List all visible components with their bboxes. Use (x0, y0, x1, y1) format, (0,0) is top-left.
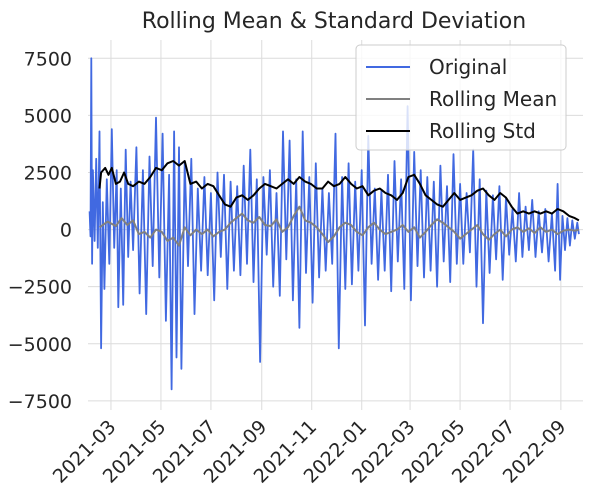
y-tick-label: −5000 (8, 334, 72, 356)
y-tick-label: −7500 (8, 391, 72, 413)
series-line-rolling-mean (98, 205, 580, 247)
legend-box (355, 44, 567, 151)
y-tick-label: −2500 (8, 277, 72, 299)
y-tick-label: 7500 (24, 48, 72, 70)
legend-label: Rolling Mean (429, 87, 557, 111)
y-tick-label: 5000 (24, 105, 72, 127)
y-tick-label: 2500 (24, 162, 72, 184)
series-line-rolling-std (98, 160, 580, 222)
legend-label: Rolling Std (429, 119, 536, 143)
plot-area (88, 57, 580, 391)
chart-title: Rolling Mean & Standard Deviation (142, 9, 526, 34)
y-tick-label: 0 (60, 220, 72, 242)
x-axis: 2021-032021-052021-072021-092021-112022-… (49, 416, 571, 488)
legend: Original Rolling Mean Rolling Std (355, 44, 567, 151)
y-axis: 7500 5000 2500 0 −2500 −5000 −7500 (8, 48, 72, 413)
legend-label: Original (429, 55, 507, 79)
